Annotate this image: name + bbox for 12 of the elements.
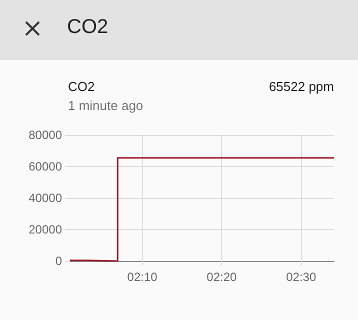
chart-title: CO2: [67, 16, 108, 39]
text: 1 minute ago: [68, 98, 144, 113]
text: 65522 ppm: [268, 79, 334, 94]
y-tick-label: 40000: [28, 191, 62, 205]
text: CO2: [68, 79, 95, 94]
x-tick-label: 02:20: [206, 270, 238, 284]
x-tick-label: 02:30: [286, 270, 316, 284]
y-tick-label: 20000: [28, 222, 62, 236]
y-tick-label: 0: [55, 254, 62, 268]
y-tick-label: 60000: [28, 160, 62, 174]
y-tick-label: 80000: [28, 128, 62, 142]
x-tick-label: 02:10: [127, 270, 158, 284]
